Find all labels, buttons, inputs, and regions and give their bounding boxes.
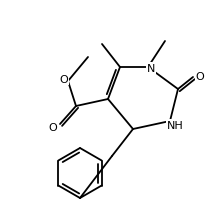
Text: O: O — [49, 122, 57, 132]
Text: N: N — [147, 64, 155, 74]
Text: NH: NH — [167, 121, 183, 130]
Text: O: O — [196, 72, 204, 82]
Text: O: O — [60, 75, 68, 85]
